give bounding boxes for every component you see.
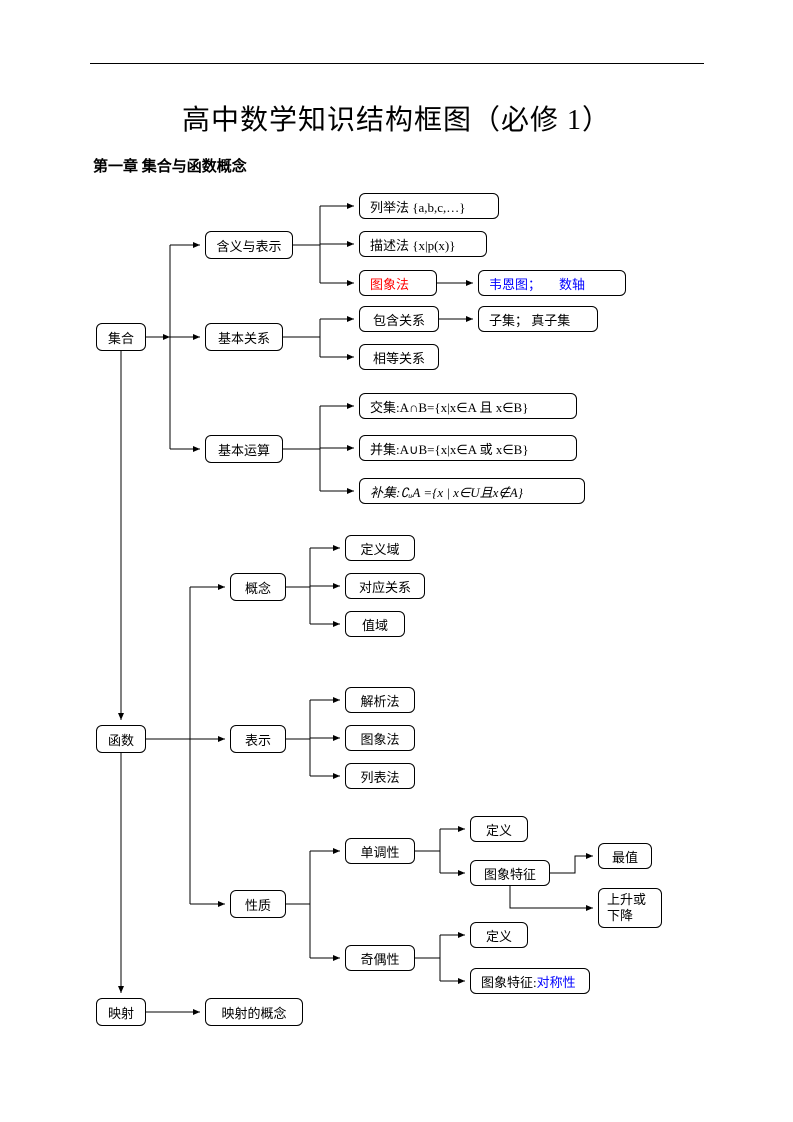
- node-mono: 单调性: [345, 838, 415, 864]
- node-def2: 定义: [470, 922, 528, 948]
- node-property: 性质: [230, 890, 286, 918]
- node-venn-axis: 韦恩图； 数轴: [478, 270, 626, 296]
- node-parity: 奇偶性: [345, 945, 415, 971]
- node-subset: 子集； 真子集: [478, 306, 598, 332]
- node-updown: 上升或 下降: [598, 888, 662, 928]
- venn-text: 韦恩图；: [489, 274, 541, 293]
- graph-feat2-blue: 对称性: [537, 972, 576, 991]
- page-title: 高中数学知识结构框图（必修 1）: [0, 98, 793, 138]
- axis-text: 数轴: [559, 274, 585, 293]
- node-analytic: 解析法: [345, 687, 415, 713]
- node-graph-feat1: 图象特征: [470, 860, 550, 886]
- node-map-concept: 映射的概念: [205, 998, 303, 1026]
- node-set: 集合: [96, 323, 146, 351]
- node-def1: 定义: [470, 816, 528, 842]
- node-domain: 定义域: [345, 535, 415, 561]
- node-equal-rel: 相等关系: [359, 344, 439, 370]
- node-desc: 描述法 {x|p(x)}: [359, 231, 487, 257]
- node-graph-method: 图象法: [359, 270, 437, 296]
- node-repr: 表示: [230, 725, 286, 753]
- node-func: 函数: [96, 725, 146, 753]
- node-table: 列表法: [345, 763, 415, 789]
- node-map: 映射: [96, 998, 146, 1026]
- node-concept: 概念: [230, 573, 286, 601]
- node-inter: 交集:A∩B={x|x∈A 且 x∈B}: [359, 393, 577, 419]
- node-compl: 补集:∁ᵤA ={x | x∈U且x∉A}: [359, 478, 585, 504]
- page: 高中数学知识结构框图（必修 1） 第一章 集合与函数概念: [0, 0, 793, 1122]
- node-graph-feat2: 图象特征:对称性: [470, 968, 590, 994]
- node-basic-rel: 基本关系: [205, 323, 283, 351]
- node-enum: 列举法 {a,b,c,…}: [359, 193, 499, 219]
- node-incl-rel: 包含关系: [359, 306, 439, 332]
- node-corr: 对应关系: [345, 573, 425, 599]
- top-rule: [90, 63, 704, 64]
- node-range: 值域: [345, 611, 405, 637]
- node-meaning: 含义与表示: [205, 231, 293, 259]
- node-graphic: 图象法: [345, 725, 415, 751]
- node-basic-op: 基本运算: [205, 435, 283, 463]
- node-union: 并集:A∪B={x|x∈A 或 x∈B}: [359, 435, 577, 461]
- node-max: 最值: [598, 843, 652, 869]
- chapter-subtitle: 第一章 集合与函数概念: [93, 155, 247, 176]
- graph-feat2-label: 图象特征:: [481, 972, 537, 991]
